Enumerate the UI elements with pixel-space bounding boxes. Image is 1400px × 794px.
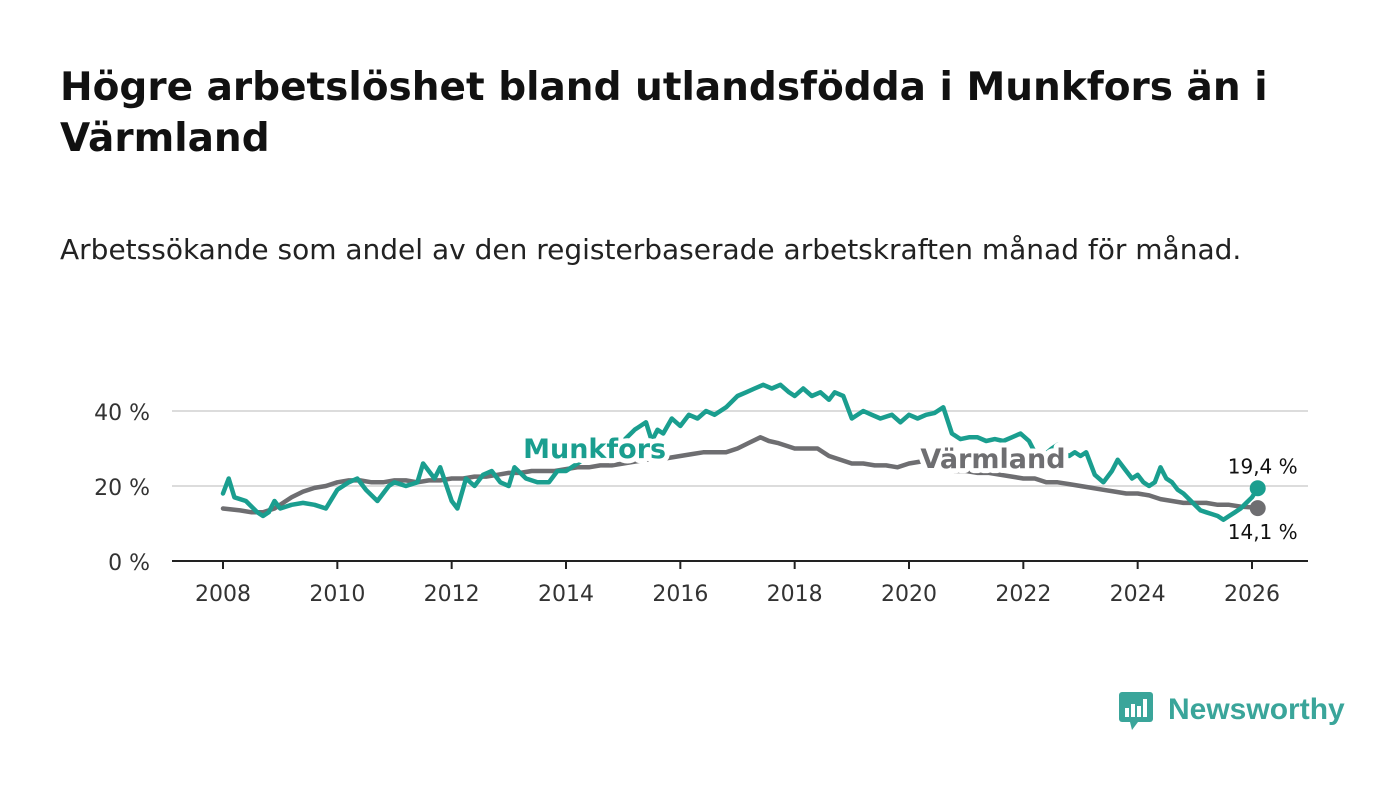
series-label-munkfors: Munkfors bbox=[523, 434, 666, 465]
end-label-halo: 14,1 % bbox=[1228, 520, 1298, 544]
x-tick-label: 2010 bbox=[309, 582, 365, 607]
newsworthy-logo: Newsworthy bbox=[1118, 690, 1348, 738]
x-tick-label: 2012 bbox=[424, 582, 480, 607]
series-line-munkfors bbox=[220, 382, 1260, 523]
y-axis: 0 % 20 % 40 % bbox=[94, 401, 150, 576]
x-tick-label: 2016 bbox=[652, 582, 708, 607]
x-tick-label: 2018 bbox=[767, 582, 823, 607]
series-line-värmland bbox=[220, 435, 1260, 515]
x-tick-label: 2008 bbox=[195, 582, 251, 607]
series-label-halo: Munkfors bbox=[523, 434, 666, 465]
end-label-halo: 19,4 % bbox=[1228, 454, 1298, 478]
end-value-label-munkfors: 19,4 % bbox=[1228, 454, 1298, 478]
end-value-label-värmland: 14,1 % bbox=[1228, 520, 1298, 544]
y-tick-label: 0 % bbox=[108, 551, 150, 576]
x-axis: 2008 2010 2012 2014 2016 2018 2020 2022 2024 2026 bbox=[172, 560, 1308, 607]
brand-name: Newsworthy bbox=[1168, 693, 1345, 726]
series-label-halo: Värmland bbox=[920, 444, 1065, 475]
endpoint-marker-värmland bbox=[1249, 500, 1266, 517]
series-label-värmland: Värmland bbox=[920, 444, 1065, 475]
x-tick-label: 2022 bbox=[995, 582, 1051, 607]
x-tick-label: 2024 bbox=[1110, 582, 1166, 607]
x-tick-label: 2026 bbox=[1224, 582, 1280, 607]
chart-subtitle: Arbetssökande som andel av den registerb… bbox=[60, 233, 1242, 266]
newsworthy-logo-icon bbox=[1119, 692, 1153, 730]
chart-title: Högre arbetslöshet bland utlandsfödda i … bbox=[60, 65, 1268, 161]
x-tick-label: 2020 bbox=[881, 582, 937, 607]
series-lines bbox=[220, 382, 1266, 523]
endpoint-marker-munkfors bbox=[1249, 480, 1266, 497]
x-tick-label: 2014 bbox=[538, 582, 594, 607]
y-tick-label: 40 % bbox=[94, 401, 150, 426]
y-tick-label: 20 % bbox=[94, 476, 150, 501]
